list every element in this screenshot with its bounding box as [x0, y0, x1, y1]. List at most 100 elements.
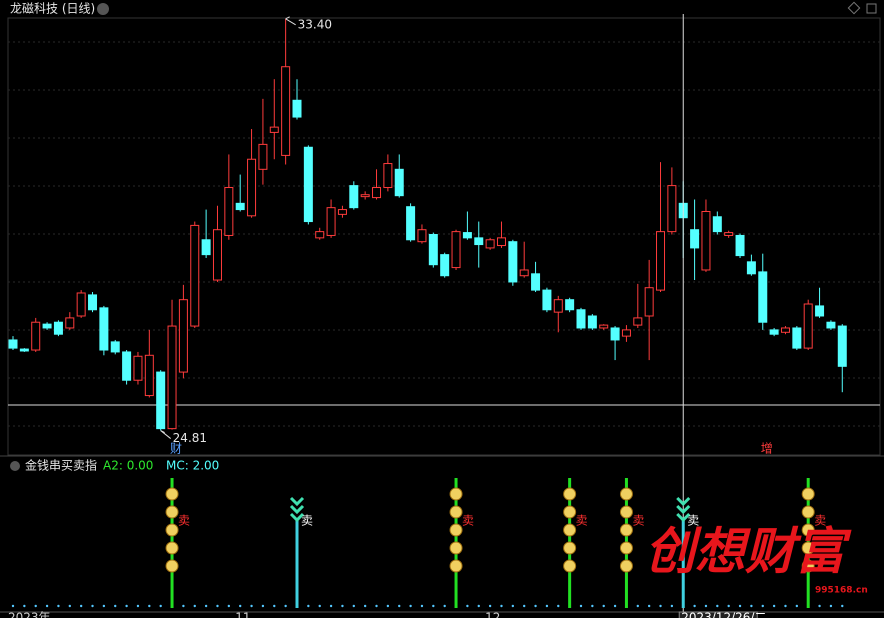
candle-body [19, 348, 29, 352]
candle-body [656, 231, 666, 291]
baseline-dot [329, 604, 333, 608]
baseline-dot [11, 604, 15, 608]
annotation-arrow [160, 430, 171, 439]
baseline-dot [318, 604, 321, 608]
candle-body [690, 229, 700, 249]
baseline-dot [250, 604, 253, 608]
baseline-dot [727, 604, 730, 608]
coin [449, 541, 463, 555]
coin [619, 541, 633, 555]
baseline-dot [23, 604, 26, 608]
baseline-dot [602, 604, 605, 608]
window-icon[interactable] [866, 3, 877, 14]
baseline-dot [239, 604, 242, 608]
candle-body [133, 355, 143, 381]
baseline-dot [511, 604, 515, 608]
candle-body [496, 237, 506, 247]
candle-body [474, 237, 484, 246]
baseline-dot [398, 604, 401, 608]
candle-body [303, 146, 313, 223]
baseline-dot [591, 604, 594, 608]
candle-body [167, 325, 177, 430]
annotation-arrow [285, 16, 296, 26]
x-tick-label: 11 [235, 611, 250, 618]
marker: 财 [170, 442, 182, 456]
baseline-dot [273, 604, 276, 608]
candle-body [258, 143, 268, 170]
coin [165, 523, 179, 537]
chevron [289, 496, 305, 507]
candle-body [360, 194, 370, 198]
baseline-dot [125, 604, 128, 608]
candle-body [553, 299, 563, 313]
baseline-dot [693, 604, 696, 608]
candle-body [394, 168, 404, 197]
chevron [676, 496, 691, 507]
baseline-dot [818, 604, 821, 608]
baseline-dot [443, 604, 446, 608]
candle-body [758, 271, 768, 323]
candle-body [531, 273, 541, 291]
candle-body [701, 210, 711, 271]
candle-body [212, 229, 222, 281]
candle-body [31, 321, 41, 351]
baseline-dot [772, 604, 776, 608]
coin [563, 541, 577, 555]
candle-body [576, 309, 586, 329]
baseline-dot [761, 604, 764, 608]
coin [449, 523, 463, 537]
candle-body [201, 239, 211, 256]
candle-body [88, 294, 98, 311]
candle-body [519, 269, 529, 277]
baseline-dot [363, 604, 367, 608]
menu-icon[interactable] [97, 3, 109, 15]
candle-body [122, 351, 132, 381]
baseline-dot [284, 604, 287, 608]
candle-body [315, 231, 325, 239]
x-tick-label: 12 [485, 611, 500, 618]
baseline-dot [579, 604, 583, 608]
candle-body [633, 317, 643, 326]
baseline-dot [45, 604, 49, 608]
candle-body [190, 224, 200, 327]
coin [563, 523, 577, 537]
upper-panel [7, 17, 881, 456]
candle-body [372, 187, 382, 199]
candle-body [76, 292, 86, 317]
baseline-dot [659, 604, 662, 608]
baseline-dot [488, 604, 492, 608]
coin [165, 487, 179, 501]
coin [801, 487, 815, 501]
baseline-dot [613, 604, 617, 608]
watermark: 创想财富 [645, 523, 852, 581]
candle-body [792, 327, 802, 349]
candle-body [735, 234, 745, 257]
candle-body [803, 303, 813, 349]
indicator-icon[interactable] [10, 461, 20, 471]
baseline-dot [352, 604, 355, 608]
diamond-icon[interactable] [847, 1, 861, 15]
x-tick-label: 2023/12/26/二 [681, 611, 766, 618]
coin [619, 505, 633, 519]
coin [449, 559, 463, 573]
indicator-mc: MC: 2.00 [166, 459, 219, 473]
coin [619, 523, 633, 537]
candle-body [178, 299, 188, 373]
baseline-dot [102, 604, 106, 608]
baseline-dot [227, 604, 231, 608]
baseline-dot [500, 604, 503, 608]
candle-body [780, 327, 790, 333]
baseline-dot [159, 604, 162, 608]
candle-body [428, 234, 438, 266]
candle-body [508, 241, 518, 283]
candle-body [99, 307, 109, 351]
indicator-a2: A2: 0.00 [103, 459, 153, 473]
coin [619, 559, 633, 573]
annotation-label: 24.81 [173, 431, 207, 445]
signal-label: 卖 [814, 514, 826, 528]
baseline-dot [420, 604, 424, 608]
candle-body [144, 354, 154, 397]
candle-body [224, 187, 234, 236]
baseline-dot [216, 604, 219, 608]
